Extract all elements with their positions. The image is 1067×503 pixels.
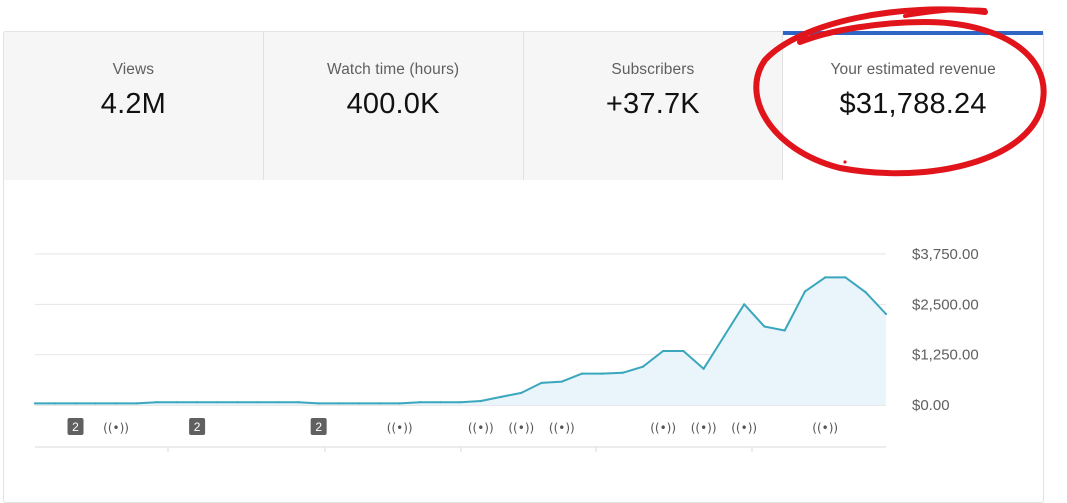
data-point [135, 402, 138, 405]
data-point [722, 335, 726, 338]
live-stream-icon: ((•)) [691, 421, 717, 435]
annotation-stroke-tail [903, 7, 987, 18]
live-stream-icon: ((•)) [468, 421, 494, 435]
data-point [783, 329, 786, 332]
data-point [884, 312, 888, 316]
data-point [824, 276, 827, 279]
badge-label: 2 [194, 420, 201, 434]
data-point [520, 391, 523, 395]
live-stream-icon: ((•)) [731, 421, 757, 435]
y-tick-label: $1,250.00 [912, 347, 979, 364]
data-point [297, 401, 300, 404]
y-tick-label: $2,500.00 [912, 296, 979, 313]
data-point [317, 402, 320, 405]
data-point [256, 401, 259, 404]
annotation-circle [753, 6, 1047, 177]
y-axis-labels: $0.00 $1,250.00 $2,500.00 $3,750.00 [912, 246, 979, 414]
metric-value: +37.7K [605, 88, 700, 120]
tab-watch-time[interactable]: Watch time (hours) 400.0K [263, 32, 524, 180]
metric-label: Your estimated revenue [830, 61, 996, 78]
data-point [743, 303, 746, 306]
data-point [479, 399, 482, 403]
count-badge [189, 418, 206, 435]
data-point [216, 401, 219, 404]
metric-tabs: Views 4.2M Watch time (hours) 400.0K Sub… [4, 31, 1043, 180]
data-point [540, 381, 543, 384]
data-point [94, 402, 97, 405]
data-point [337, 402, 341, 405]
data-point [702, 367, 705, 370]
badge-label: 2 [315, 420, 322, 434]
metric-label: Watch time (hours) [327, 61, 460, 78]
data-point [662, 349, 665, 353]
count-badge [67, 418, 84, 435]
data-point [864, 291, 867, 294]
annotation-layer [753, 6, 1047, 177]
data-point [601, 372, 604, 375]
data-point [641, 365, 644, 368]
data-point [236, 401, 239, 404]
data-point [459, 401, 462, 404]
metric-value: 400.0K [346, 88, 440, 120]
metric-label: Subscribers [611, 61, 695, 78]
data-point [621, 371, 624, 374]
chart-markers: 2 ((•)) 2 2 ((•)) ((•)) ((•)) ((•)) ((•)) ((•)) ((… [67, 418, 838, 435]
area-fill [35, 277, 886, 405]
tab-views[interactable]: Views 4.2M [4, 32, 264, 180]
live-stream-icon: ((•)) [812, 421, 838, 435]
analytics-card: Views 4.2M Watch time (hours) 400.0K Sub… [3, 31, 1044, 503]
data-point [682, 349, 685, 353]
annotation-dot [843, 160, 847, 164]
data-point [33, 402, 37, 405]
live-stream-icon: ((•)) [650, 421, 676, 435]
x-axis [35, 446, 886, 452]
data-point [580, 372, 584, 375]
data-point [398, 402, 401, 405]
data-point [763, 325, 766, 328]
data-point [439, 401, 442, 404]
live-stream-icon: ((•)) [549, 421, 575, 435]
live-stream-icon: ((•)) [103, 421, 129, 435]
metric-label: Views [112, 61, 155, 78]
data-point [195, 401, 199, 404]
data-point [155, 401, 158, 404]
data-point [560, 380, 563, 383]
y-tick-label: $0.00 [912, 397, 950, 414]
live-stream-icon: ((•)) [508, 421, 534, 435]
metric-value: $31,788.24 [839, 88, 987, 120]
data-point [418, 401, 422, 404]
chart-area-layer [33, 276, 888, 405]
tab-subscribers[interactable]: Subscribers +37.7K [523, 32, 784, 180]
data-point [844, 276, 847, 279]
metric-value: 4.2M [100, 88, 167, 120]
data-point [74, 402, 77, 405]
data-point [803, 290, 807, 293]
badge-label: 2 [72, 420, 79, 434]
count-badge [310, 418, 327, 435]
data-point [277, 401, 280, 404]
data-point [358, 402, 361, 405]
y-tick-label: $3,750.00 [912, 246, 979, 263]
data-point [175, 401, 178, 404]
data-point [378, 402, 381, 405]
data-point [499, 395, 503, 399]
data-point [54, 402, 57, 405]
data-point [114, 402, 118, 405]
live-stream-icon: ((•)) [387, 421, 413, 435]
